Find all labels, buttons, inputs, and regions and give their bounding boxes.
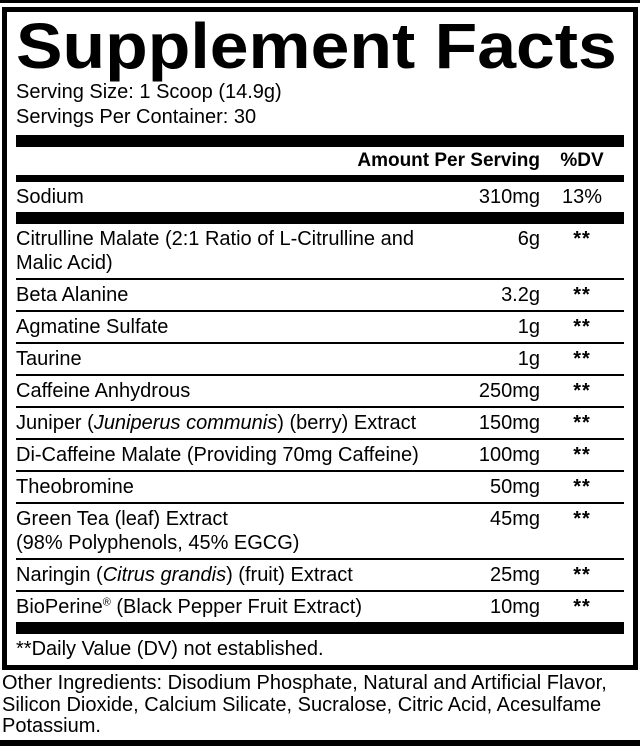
row-amount: 1g [517, 316, 540, 338]
row-dv: ** [573, 380, 591, 402]
row-amount: 50mg [489, 476, 540, 498]
separator-under-header [16, 175, 624, 182]
ingredient-row: Taurine 1g ** [16, 342, 624, 374]
row-name: Citrulline Malate (2:1 Ratio of L-Citrul… [16, 228, 414, 274]
separator-thick-top [16, 135, 624, 147]
row-name: Beta Alanine [16, 284, 129, 306]
dv-footnote: **Daily Value (DV) not established. [16, 638, 324, 660]
row-amount: 25mg [489, 564, 540, 586]
row-amount: 1g [517, 348, 540, 370]
row-dv: ** [573, 412, 591, 434]
row-amount: 310mg [478, 186, 540, 208]
row-amount: 150mg [478, 412, 540, 434]
row-name-line2: (98% Polyphenols, 45% EGCG) [16, 532, 300, 554]
ingredient-row: Naringin (Citrus grandis) (fruit) Extrac… [16, 558, 624, 590]
separator-thick-bottom [16, 622, 624, 634]
row-name: Taurine [16, 348, 82, 370]
ingredient-row: Di-Caffeine Malate (Providing 70mg Caffe… [16, 438, 624, 470]
row-dv: ** [573, 228, 591, 250]
ingredient-row: Beta Alanine 3.2g ** [16, 278, 624, 310]
row-name: Green Tea (leaf) Extract (98% Polyphenols… [16, 507, 430, 555]
ingredient-row: Citrulline Malate (2:1 Ratio of L-Citrul… [16, 224, 624, 278]
separator-thick-under-sodium [16, 212, 624, 224]
row-dv: ** [573, 564, 591, 586]
ingredient-row: Theobromine 50mg ** [16, 470, 624, 502]
panel-title: Supplement Facts [16, 10, 617, 82]
row-dv: ** [573, 316, 591, 338]
row-name: Agmatine Sulfate [16, 316, 169, 338]
ingredient-rows: Citrulline Malate (2:1 Ratio of L-Citrul… [16, 224, 624, 622]
row-name: Caffeine Anhydrous [16, 380, 191, 402]
row-dv: ** [573, 284, 591, 306]
row-name: Theobromine [16, 476, 134, 498]
row-name: Sodium [16, 186, 84, 208]
row-dv: ** [573, 476, 591, 498]
ingredient-row: Caffeine Anhydrous 250mg ** [16, 374, 624, 406]
amount-per-serving-header: Amount Per Serving [357, 150, 540, 171]
bottom-rule [0, 739, 640, 746]
supplement-facts-panel: Supplement Facts Serving Size: 1 Scoop (… [2, 7, 638, 670]
row-dv: ** [573, 596, 591, 618]
row-amount: 45mg [489, 508, 540, 530]
row-dv: ** [573, 348, 591, 370]
servings-per-container: Servings Per Container: 30 [16, 106, 257, 128]
top-rule [0, 0, 640, 3]
ingredient-row: Juniper (Juniperus communis) (berry) Ext… [16, 406, 624, 438]
row-amount: 100mg [478, 444, 540, 466]
sodium-row: Sodium 310mg 13% [16, 182, 624, 212]
row-name: BioPerine® (Black Pepper Fruit Extract) [16, 596, 363, 618]
row-amount: 250mg [478, 380, 540, 402]
row-amount: 3.2g [501, 284, 540, 306]
serving-size: Serving Size: 1 Scoop (14.9g) [16, 81, 282, 103]
ingredient-row: Green Tea (leaf) Extract (98% Polyphenols… [16, 502, 624, 558]
row-dv: ** [573, 508, 591, 530]
other-ingredients: Other Ingredients: Disodium Phosphate, N… [2, 672, 607, 737]
row-dv: 13% [561, 186, 603, 208]
ingredient-row: Agmatine Sulfate 1g ** [16, 310, 624, 342]
row-name: Juniper (Juniperus communis) (berry) Ext… [16, 412, 417, 434]
percent-dv-header: %DV [560, 150, 604, 171]
row-amount: 6g [517, 228, 540, 250]
table-header-row: Amount Per Serving %DV [16, 147, 624, 175]
ingredient-row: BioPerine® (Black Pepper Fruit Extract) … [16, 590, 624, 622]
row-name: Di-Caffeine Malate (Providing 70mg Caffe… [16, 444, 419, 466]
row-name: Naringin (Citrus grandis) (fruit) Extrac… [16, 564, 353, 586]
row-amount: 10mg [489, 596, 540, 618]
row-dv: ** [573, 444, 591, 466]
